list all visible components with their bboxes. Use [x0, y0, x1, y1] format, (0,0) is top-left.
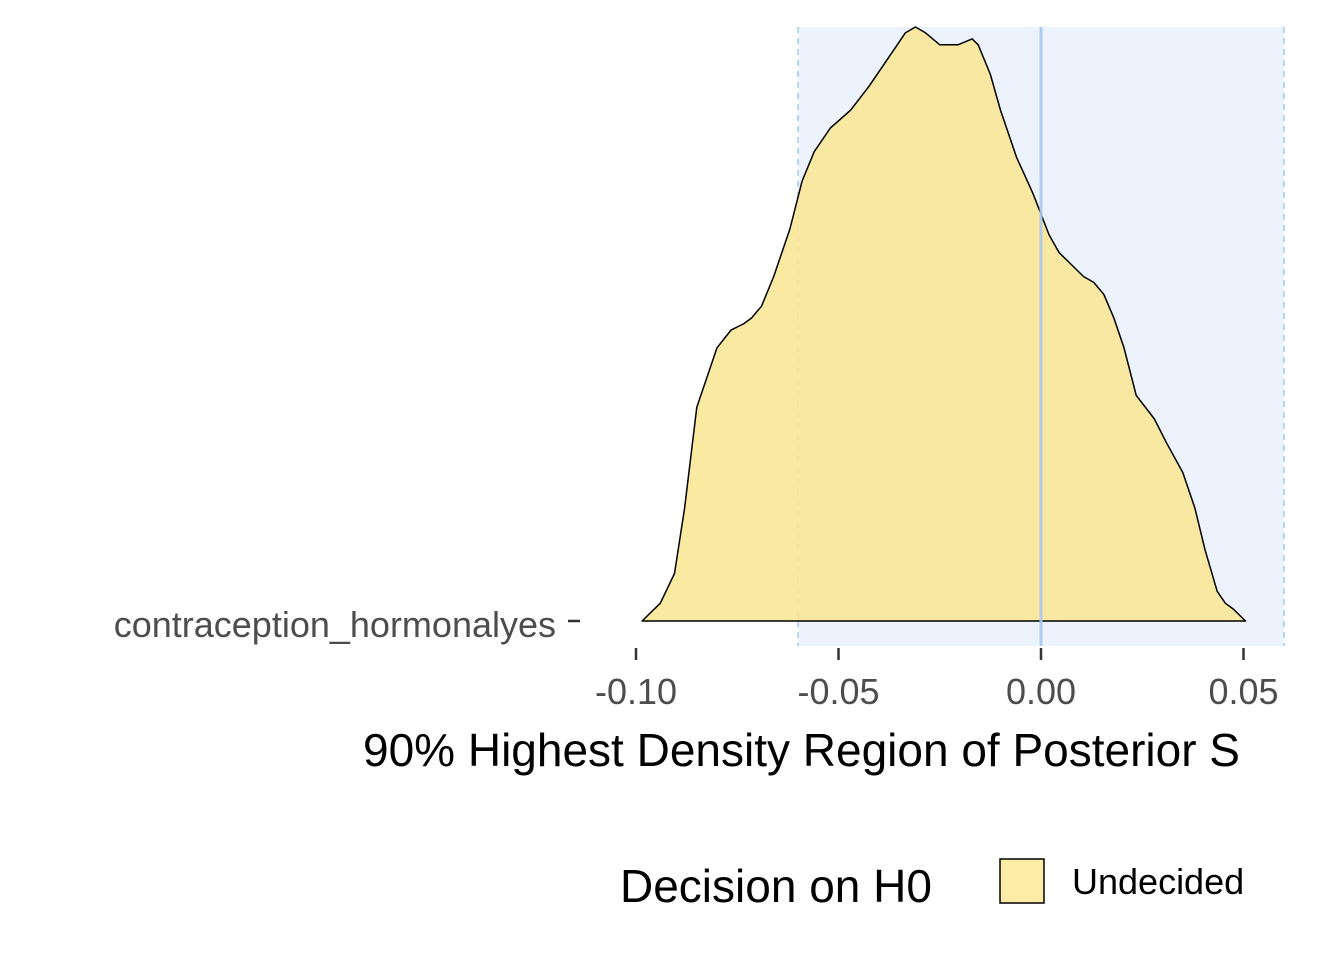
legend-label-undecided: Undecided	[1072, 861, 1244, 902]
x-axis-ticks: -0.10 -0.05 0.00 0.05	[595, 648, 1279, 712]
x-tick-label: 0.05	[1208, 671, 1278, 712]
y-category-label: contraception_hormonalyes	[114, 604, 556, 645]
legend-key-undecided	[999, 858, 1045, 904]
legend-title: Decision on H0	[620, 860, 932, 912]
x-axis-title: 90% Highest Density Region of Posterior …	[363, 724, 1240, 776]
x-tick-label: -0.10	[595, 671, 677, 712]
x-tick-label: 0.00	[1006, 671, 1076, 712]
posterior-density-area	[641, 26, 1247, 622]
x-tick-label: -0.05	[797, 671, 879, 712]
